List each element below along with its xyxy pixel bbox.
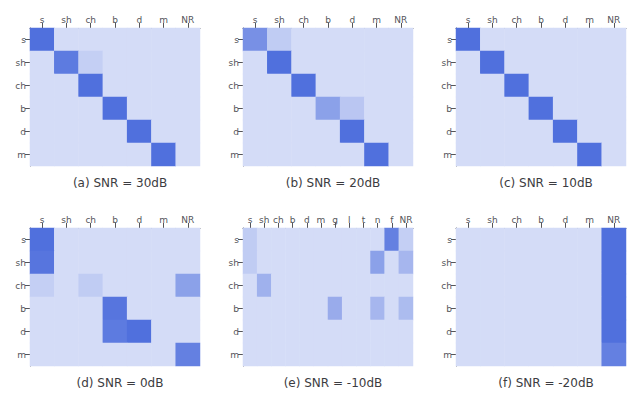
svg-text:b: b <box>112 15 118 25</box>
svg-text:d: d <box>233 127 239 137</box>
svg-text:ch: ch <box>85 15 96 25</box>
svg-text:m: m <box>17 150 26 160</box>
svg-text:m: m <box>17 350 26 360</box>
svg-text:NR: NR <box>607 15 620 25</box>
svg-text:(b) SNR = 20dB: (b) SNR = 20dB <box>286 176 381 190</box>
svg-text:b: b <box>325 15 331 25</box>
svg-text:NR: NR <box>394 15 407 25</box>
svg-text:(a) SNR = 30dB: (a) SNR = 30dB <box>73 176 167 190</box>
svg-text:b: b <box>233 304 239 314</box>
svg-text:sh: sh <box>229 58 239 68</box>
svg-text:d: d <box>20 327 26 337</box>
svg-text:NR: NR <box>181 215 194 225</box>
svg-text:d: d <box>446 327 452 337</box>
svg-text:d: d <box>562 15 568 25</box>
svg-text:sh: sh <box>16 258 26 268</box>
svg-text:b: b <box>446 304 452 314</box>
svg-text:b: b <box>233 104 239 114</box>
svg-text:m: m <box>159 215 168 225</box>
svg-text:m: m <box>230 350 239 360</box>
svg-text:sh: sh <box>274 15 284 25</box>
svg-text:m: m <box>372 15 381 25</box>
svg-text:s: s <box>466 215 471 225</box>
svg-text:d: d <box>349 15 355 25</box>
svg-text:s: s <box>40 15 45 25</box>
svg-text:b: b <box>112 215 118 225</box>
svg-text:f: f <box>390 215 394 225</box>
svg-text:ch: ch <box>15 81 26 91</box>
svg-text:b: b <box>538 15 544 25</box>
svg-text:b: b <box>20 104 26 114</box>
svg-text:m: m <box>585 15 594 25</box>
svg-text:sh: sh <box>442 58 452 68</box>
svg-text:d: d <box>233 327 239 337</box>
svg-text:b: b <box>290 215 296 225</box>
svg-text:b: b <box>446 104 452 114</box>
svg-text:(f) SNR = -20dB: (f) SNR = -20dB <box>498 376 593 390</box>
svg-text:s: s <box>21 35 26 45</box>
svg-text:s: s <box>234 35 239 45</box>
svg-text:sh: sh <box>487 15 497 25</box>
svg-text:sh: sh <box>442 258 452 268</box>
svg-text:m: m <box>443 150 452 160</box>
svg-text:NR: NR <box>607 215 620 225</box>
svg-text:m: m <box>317 215 326 225</box>
svg-text:n: n <box>375 215 381 225</box>
svg-text:sh: sh <box>259 215 269 225</box>
svg-text:d: d <box>446 127 452 137</box>
svg-text:s: s <box>253 15 258 25</box>
svg-text:sh: sh <box>61 15 71 25</box>
svg-text:ch: ch <box>228 81 239 91</box>
svg-text:sh: sh <box>61 215 71 225</box>
svg-text:(e) SNR = -10dB: (e) SNR = -10dB <box>284 376 383 390</box>
svg-text:t: t <box>362 215 366 225</box>
svg-text:s: s <box>234 235 239 245</box>
svg-text:NR: NR <box>181 15 194 25</box>
svg-text:m: m <box>159 15 168 25</box>
svg-text:d: d <box>136 215 142 225</box>
svg-text:s: s <box>21 235 26 245</box>
svg-text:m: m <box>585 215 594 225</box>
svg-text:ch: ch <box>298 15 309 25</box>
svg-text:b: b <box>20 304 26 314</box>
svg-text:ch: ch <box>441 81 452 91</box>
svg-text:g: g <box>332 215 338 225</box>
svg-text:l: l <box>348 215 351 225</box>
svg-text:(d) SNR = 0dB: (d) SNR = 0dB <box>77 376 164 390</box>
svg-text:m: m <box>443 350 452 360</box>
svg-text:d: d <box>304 215 310 225</box>
svg-text:s: s <box>248 215 253 225</box>
svg-text:sh: sh <box>487 215 497 225</box>
svg-text:m: m <box>230 150 239 160</box>
svg-text:d: d <box>136 15 142 25</box>
svg-text:sh: sh <box>16 58 26 68</box>
svg-text:NR: NR <box>399 215 412 225</box>
svg-text:d: d <box>20 127 26 137</box>
svg-text:ch: ch <box>85 215 96 225</box>
svg-text:s: s <box>40 215 45 225</box>
svg-text:sh: sh <box>229 258 239 268</box>
svg-text:ch: ch <box>511 215 522 225</box>
svg-text:s: s <box>447 235 452 245</box>
svg-text:ch: ch <box>441 281 452 291</box>
svg-text:s: s <box>447 35 452 45</box>
svg-text:s: s <box>466 15 471 25</box>
svg-text:ch: ch <box>511 15 522 25</box>
svg-text:b: b <box>538 215 544 225</box>
svg-text:d: d <box>562 215 568 225</box>
svg-text:(c) SNR = 10dB: (c) SNR = 10dB <box>499 176 593 190</box>
svg-text:ch: ch <box>228 281 239 291</box>
svg-text:ch: ch <box>273 215 284 225</box>
svg-text:ch: ch <box>15 281 26 291</box>
